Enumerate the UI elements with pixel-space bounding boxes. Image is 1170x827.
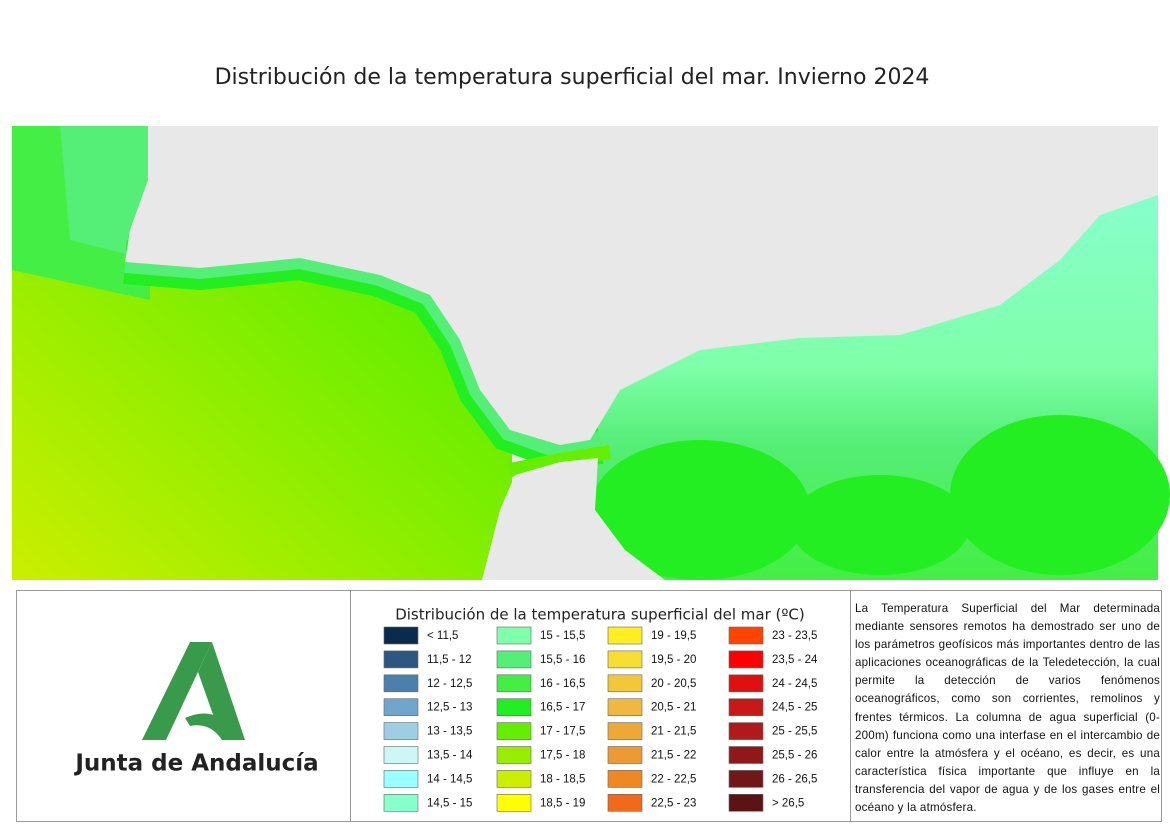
legend-swatch: [607, 650, 643, 669]
legend-label: 16 - 16,5: [540, 678, 585, 690]
legend-label: 16,5 - 17: [540, 702, 585, 714]
legend-swatch: [607, 626, 643, 645]
legend-swatch: [383, 722, 419, 740]
legend-label: 25 - 25,5: [772, 726, 817, 738]
legend-swatch: [496, 746, 532, 764]
legend-label: 13,5 - 14: [427, 750, 473, 762]
legend-label: 15,5 - 16: [540, 654, 585, 666]
legend-label: 21 - 21,5: [651, 726, 696, 738]
legend-label: 17 - 17,5: [540, 726, 585, 738]
legend-label: 18,5 - 19: [540, 797, 585, 809]
description: La Temperatura Superficial del Mar deter…: [855, 602, 1160, 815]
info-panel: [16, 590, 1162, 822]
legend-label: > 26,5: [772, 797, 804, 809]
legend-swatch: [496, 674, 532, 693]
legend-label: 19,5 - 20: [651, 654, 696, 666]
legend: < 11,5 11,5 - 12 12 - 12,5 12,5 - 13 13 - 13…: [383, 626, 818, 812]
legend-swatch: [728, 722, 764, 740]
legend-label: 14,5 - 15: [427, 797, 472, 809]
legend-swatch: [383, 770, 419, 788]
legend-swatch: [607, 674, 643, 693]
legend-label: 24,5 - 25: [772, 702, 817, 714]
map-title: Distribución de la temperatura superfici…: [215, 65, 930, 90]
legend-swatch: [728, 674, 764, 693]
legend-swatch: [607, 746, 643, 764]
legend-swatch: [496, 626, 532, 645]
logo-mark: [142, 642, 212, 740]
legend-label: 18 - 18,5: [540, 773, 585, 785]
legend-label: 19 - 19,5: [651, 630, 696, 642]
legend-swatch: [728, 770, 764, 788]
legend-swatch: [728, 793, 764, 812]
logo: Junta de Andalucía: [73, 642, 319, 777]
legend-label: 15 - 15,5: [540, 630, 585, 642]
legend-label: 11,5 - 12: [427, 654, 472, 666]
legend-swatch: [728, 698, 764, 717]
legend-label: < 11,5: [427, 630, 458, 642]
legend-swatch: [383, 650, 419, 669]
legend-label: 22 - 22,5: [651, 773, 696, 785]
map: [12, 126, 1170, 580]
warm-eddy: [590, 440, 810, 580]
legend-label: 17,5 - 18: [540, 750, 585, 762]
legend-label: 13 - 13,5: [427, 726, 472, 738]
strait: [508, 445, 612, 477]
legend-label: 14 - 14,5: [427, 773, 472, 785]
legend-swatch: [496, 650, 532, 669]
land-africa: [482, 458, 665, 580]
legend-label: 23,5 - 24: [772, 654, 818, 666]
legend-swatch: [383, 698, 419, 717]
land-iberia: [125, 126, 1158, 445]
legend-swatch: [496, 722, 532, 740]
atlantic-north: [60, 126, 150, 260]
legend-swatch: [383, 626, 419, 645]
warm-eddy: [950, 415, 1170, 575]
legend-swatch: [728, 746, 764, 764]
legend-swatch: [496, 793, 532, 812]
legend-swatch: [383, 746, 419, 764]
legend-label: 12,5 - 13: [427, 702, 472, 714]
legend-label: 25,5 - 26: [772, 750, 817, 762]
legend-label: 22,5 - 23: [651, 797, 696, 809]
logo-mark: [198, 642, 245, 740]
legend-label: 20,5 - 21: [651, 702, 696, 714]
logo-text: Junta de Andalucía: [73, 751, 318, 777]
legend-swatch: [607, 722, 643, 740]
legend-title: Distribución de la temperatura superfici…: [395, 606, 805, 624]
legend-swatch: [607, 698, 643, 717]
legend-swatch: [383, 674, 419, 693]
legend-swatch: [496, 698, 532, 717]
legend-swatch: [383, 793, 419, 812]
legend-swatch: [607, 793, 643, 812]
legend-label: 20 - 20,5: [651, 678, 696, 690]
logo-mark: [185, 713, 232, 740]
legend-swatch: [728, 626, 764, 645]
legend-label: 26 - 26,5: [772, 773, 817, 785]
legend-label: 21,5 - 22: [651, 750, 696, 762]
legend-swatch: [607, 770, 643, 788]
warm-eddy: [790, 475, 970, 575]
legend-label: 23 - 23,5: [772, 630, 817, 642]
legend-label: 24 - 24,5: [772, 678, 817, 690]
legend-swatch: [728, 650, 764, 669]
legend-swatch: [496, 770, 532, 788]
legend-label: 12 - 12,5: [427, 678, 472, 690]
